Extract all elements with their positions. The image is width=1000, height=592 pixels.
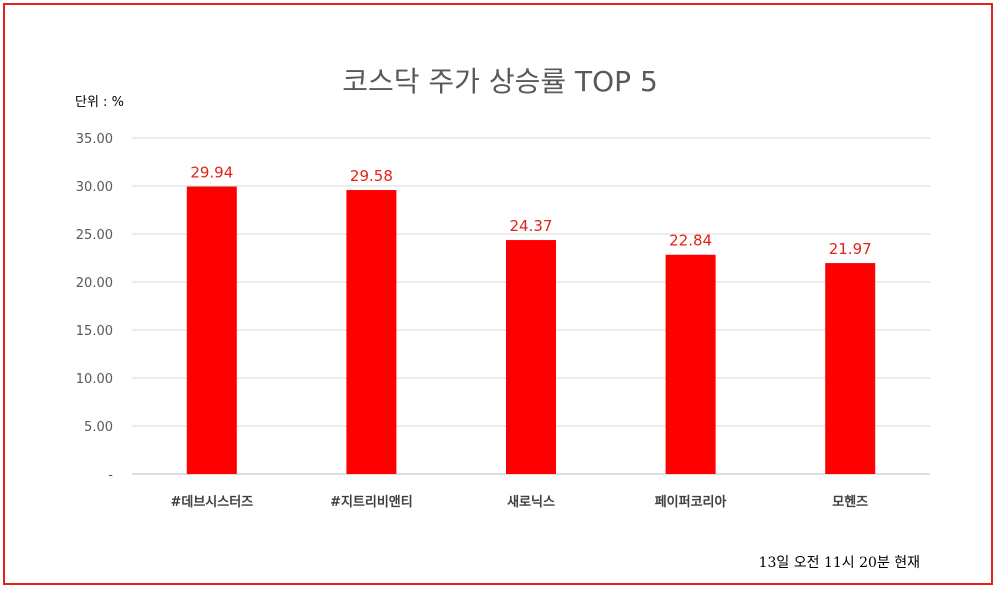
chart-title: 코스닥 주가 상승률 TOP 5 <box>342 65 658 98</box>
timestamp-footnote: 13일 오전 11시 20분 현재 <box>758 555 920 571</box>
category-label: 모헨즈 <box>832 495 868 510</box>
bar <box>665 254 716 474</box>
y-tick-label: 20.00 <box>76 276 113 291</box>
y-tick-label: 25.00 <box>76 228 113 243</box>
y-tick-label: 5.00 <box>84 420 113 435</box>
y-tick-label: - <box>108 468 113 483</box>
y-tick-label: 35.00 <box>76 132 113 147</box>
category-labels: #데브시스터즈 #지트리비앤티 새로닉스 페이퍼코리아 모헨즈 <box>170 494 868 510</box>
category-label: #데브시스터즈 <box>170 494 253 510</box>
y-tick-label: 10.00 <box>76 372 113 387</box>
bars <box>186 186 876 475</box>
data-label: 29.58 <box>350 167 393 185</box>
data-label: 29.94 <box>190 164 233 182</box>
y-axis-ticks: - 5.00 10.00 15.00 20.00 25.00 30.00 35.00 <box>76 132 114 483</box>
data-label: 24.37 <box>510 217 553 235</box>
data-label: 22.84 <box>669 232 712 250</box>
y-tick-label: 15.00 <box>76 324 113 339</box>
bar <box>186 186 237 475</box>
category-label: #지트리비앤티 <box>330 494 413 510</box>
data-labels: 29.94 29.58 24.37 22.84 21.97 <box>190 164 871 259</box>
category-label: 페이퍼코리아 <box>655 494 727 510</box>
bar <box>506 240 556 474</box>
bar <box>825 263 876 474</box>
bar <box>346 190 397 475</box>
unit-label: 단위 : % <box>75 95 124 110</box>
y-tick-label: 30.00 <box>76 180 113 195</box>
category-label: 새로닉스 <box>507 494 555 510</box>
data-label: 21.97 <box>829 240 872 258</box>
